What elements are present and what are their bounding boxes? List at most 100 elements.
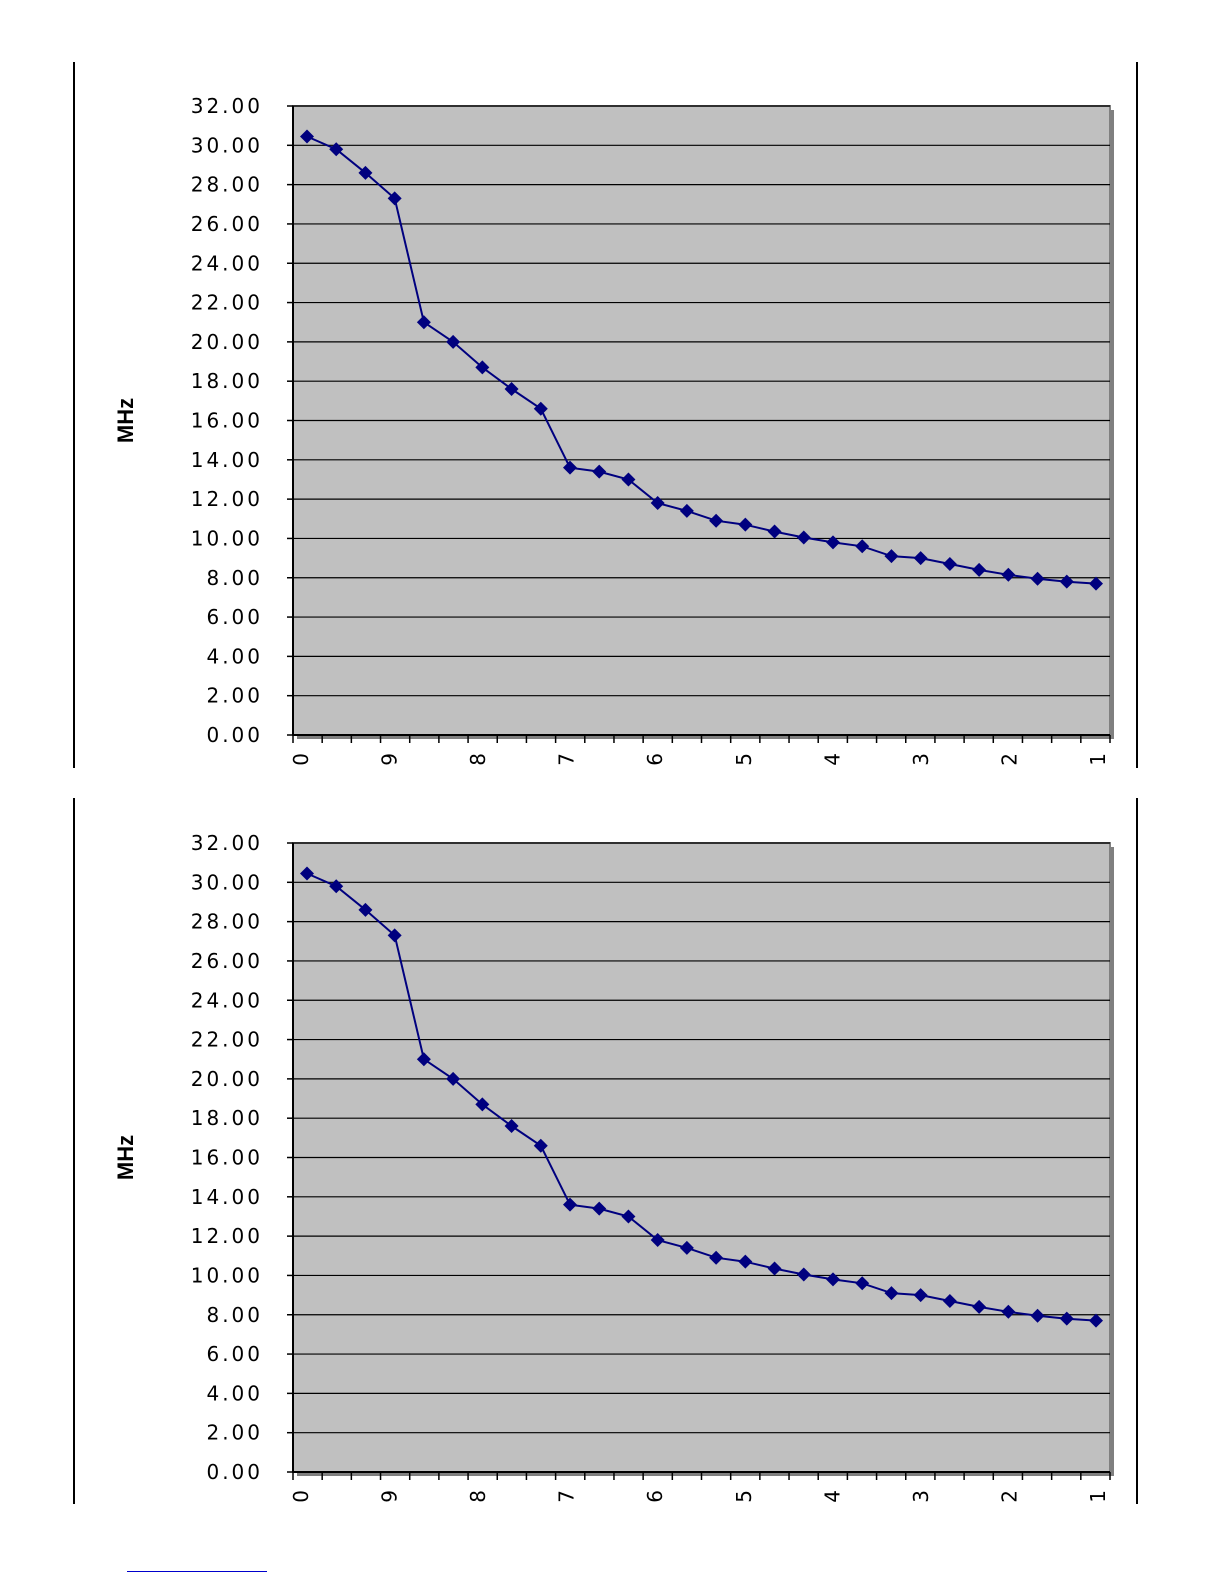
series-line [306, 135, 1097, 585]
x-tick-label: 2 [997, 1490, 1021, 1503]
data-point-marker [621, 1209, 636, 1224]
data-point-marker [358, 902, 373, 917]
data-point-marker [913, 551, 928, 566]
y-tick-label: 28.00 [191, 173, 263, 197]
x-tick-label: 7 [555, 753, 579, 766]
data-point-marker [1059, 1311, 1074, 1326]
y-tick-label: 28.00 [191, 910, 263, 934]
y-tick-label: 16.00 [191, 409, 263, 433]
data-point-marker [826, 535, 840, 550]
x-tick-label: 1 [1086, 1490, 1110, 1503]
y-tick-label: 0.00 [206, 723, 263, 747]
data-point-marker [650, 496, 665, 511]
data-point-marker [738, 517, 753, 532]
x-tick-label: 3 [909, 1490, 933, 1503]
y-tick-label: 12.00 [191, 1224, 263, 1248]
page-rule-left-bottom [73, 798, 75, 1504]
data-point-marker [826, 1272, 840, 1287]
y-tick-label: 6.00 [206, 605, 263, 629]
y-tick-label: 26.00 [191, 949, 263, 973]
x-tick-label: 6 [643, 753, 667, 766]
y-tick-label: 20.00 [191, 330, 263, 354]
page-rule-right-top [1136, 62, 1138, 768]
data-point-marker [1001, 567, 1016, 582]
x-tick-label: 7 [555, 1490, 579, 1503]
data-point-marker [300, 866, 314, 881]
x-tick-label: 0 [289, 753, 313, 766]
x-tick-label: 9 [378, 753, 402, 766]
y-tick-label: 30.00 [191, 870, 263, 894]
x-tick-label: 8 [466, 753, 490, 766]
data-point-marker [563, 460, 577, 475]
x-tick-label: 5 [732, 1490, 756, 1503]
x-tick-label: 0 [289, 1490, 313, 1503]
data-point-marker [387, 191, 402, 206]
data-point-marker [387, 928, 402, 943]
data-point-marker [738, 1254, 753, 1269]
data-point-marker [913, 1288, 928, 1303]
y-tick-label: 20.00 [191, 1067, 263, 1091]
data-point-marker [709, 513, 724, 528]
y-tick-label: 8.00 [206, 1303, 263, 1327]
y-tick-label: 8.00 [206, 566, 263, 590]
y-tick-label: 0.00 [206, 1460, 263, 1484]
data-point-marker [416, 1052, 431, 1067]
data-point-marker [679, 1240, 694, 1255]
data-point-marker [884, 549, 899, 564]
data-point-marker [533, 1138, 548, 1153]
data-point-marker [796, 1267, 811, 1282]
data-point-marker [855, 1276, 870, 1291]
data-point-marker [1089, 576, 1103, 591]
data-point-marker [650, 1233, 665, 1248]
data-point-marker [592, 1201, 607, 1216]
data-point-marker [972, 1299, 987, 1314]
data-point-marker [504, 382, 519, 397]
data-point-marker [563, 1197, 577, 1212]
y-tick-label: 16.00 [191, 1146, 263, 1170]
footnote-separator [127, 1571, 267, 1572]
data-point-marker [855, 539, 870, 554]
data-point-marker [679, 503, 694, 518]
x-tick-label: 4 [820, 1490, 844, 1503]
data-point-marker [592, 464, 607, 479]
y-tick-label: 14.00 [191, 448, 263, 472]
x-tick-label: 6 [643, 1490, 667, 1503]
data-point-marker [767, 1261, 782, 1276]
y-tick-label: 4.00 [206, 1381, 263, 1405]
data-point-marker [446, 1071, 461, 1086]
y-tick-label: 2.00 [206, 684, 263, 708]
page-rule-right-bottom [1136, 798, 1138, 1504]
x-tick-label: 1 [1086, 753, 1110, 766]
data-point-marker [1059, 574, 1074, 589]
y-tick-label: 26.00 [191, 212, 263, 236]
data-point-marker [1030, 1308, 1045, 1323]
x-tick-label: 4 [820, 753, 844, 766]
data-point-marker [884, 1286, 899, 1301]
data-point-marker [416, 315, 431, 330]
data-point-marker [329, 142, 344, 157]
data-point-marker [1030, 571, 1045, 586]
y-tick-label: 24.00 [191, 251, 263, 275]
line-chart-2: 0.00 2.00 4.00 6.00 8.00 10.00 12.00 14.00 16.00… [113, 831, 1114, 1503]
x-tick-label: 2 [997, 753, 1021, 766]
data-point-marker [475, 1097, 490, 1112]
y-tick-label: 24.00 [191, 988, 263, 1012]
y-tick-label: 14.00 [191, 1185, 263, 1209]
data-point-marker [709, 1250, 724, 1265]
line-chart-1: 0.00 2.00 4.00 6.00 8.00 10.00 12.00 14.00 16.00… [113, 94, 1114, 766]
data-point-marker [1001, 1304, 1016, 1319]
data-point-marker [796, 530, 811, 545]
series-line [306, 872, 1097, 1322]
y-tick-label: 22.00 [191, 291, 263, 315]
data-point-marker [1089, 1313, 1103, 1328]
data-point-marker [621, 472, 636, 487]
y-tick-label: 4.00 [206, 644, 263, 668]
data-point-marker [972, 562, 987, 577]
data-point-marker [329, 879, 344, 894]
data-point-marker [533, 401, 548, 416]
chart-panel-1: 0.00 2.00 4.00 6.00 8.00 10.00 12.00 14.00 16.00… [0, 40, 1225, 780]
data-point-marker [942, 556, 957, 571]
x-tick-label: 8 [466, 1490, 490, 1503]
data-point-marker [942, 1293, 957, 1308]
y-tick-label: 30.00 [191, 133, 263, 157]
